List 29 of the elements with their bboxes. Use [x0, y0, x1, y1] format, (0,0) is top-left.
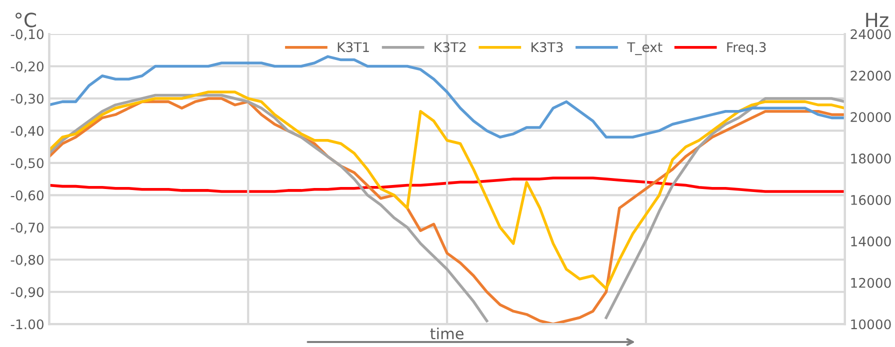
y-tick-label: -0,60 [10, 190, 44, 202]
y2-tick-label: 18000 [851, 154, 891, 164]
line-series [49, 176, 845, 193]
y2-tick-label: 24000 [850, 29, 891, 40]
y2-tick-label: 14000 [851, 236, 891, 246]
y-tick-label: -0,50 [10, 158, 44, 170]
y-tick-label: -0,40 [10, 126, 44, 138]
y-tick-label: -0,70 [10, 222, 44, 234]
line-series [49, 90, 845, 290]
y2-tick-label: 10000 [851, 319, 891, 330]
y-tick-label: -0,20 [10, 61, 44, 73]
y2-axis-title: Hz [866, 12, 888, 28]
y-tick-label: -0,90 [10, 287, 44, 298]
y-tick-label: -0,80 [10, 254, 44, 266]
legend-label: Freq.3 [727, 42, 766, 55]
y2-tick-label: 16000 [851, 194, 891, 205]
y2-tick-label: 22000 [850, 70, 891, 81]
line-series [49, 55, 845, 139]
legend-label: K3T1 [338, 42, 369, 52]
y2-tick-label: 20000 [850, 112, 891, 122]
y-tick-label: -0,30 [10, 94, 44, 106]
legend-label: K3T2 [434, 42, 466, 52]
y-tick-label: -1.00 [10, 319, 44, 330]
y-axis-title: °C [16, 12, 36, 28]
legend-label: K3T3 [532, 42, 563, 52]
legend-label: T_ext [627, 42, 662, 56]
x-axis-title: time [430, 328, 464, 340]
y2-tick-label: 12000 [851, 278, 891, 288]
y-tick-label: -0,10 [10, 29, 44, 41]
